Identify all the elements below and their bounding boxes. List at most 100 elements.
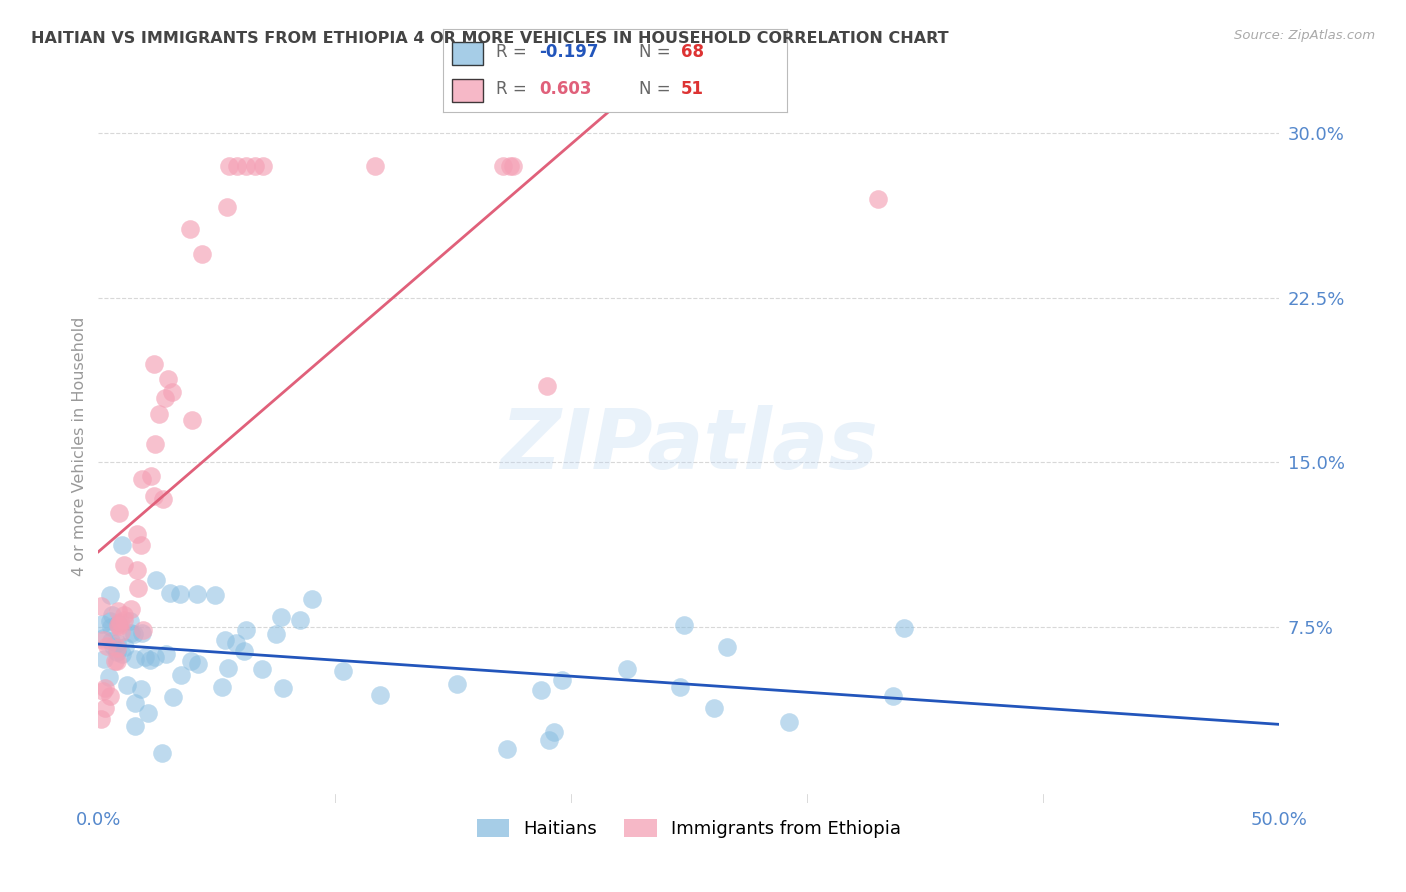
Point bbox=[551, 673, 574, 687]
Point bbox=[778, 715, 800, 730]
Point bbox=[129, 538, 152, 552]
Point bbox=[93, 652, 115, 666]
Point bbox=[716, 640, 738, 655]
Point bbox=[93, 633, 115, 648]
Point bbox=[110, 625, 132, 640]
Point bbox=[124, 627, 146, 641]
Legend: Haitians, Immigrants from Ethiopia: Haitians, Immigrants from Ethiopia bbox=[470, 812, 908, 845]
Point bbox=[543, 725, 565, 739]
Point bbox=[124, 696, 146, 710]
Point bbox=[124, 719, 146, 733]
Point bbox=[152, 492, 174, 507]
Point bbox=[226, 159, 249, 173]
Point bbox=[120, 625, 142, 640]
Point bbox=[91, 683, 114, 698]
Point bbox=[108, 506, 131, 520]
Point bbox=[214, 633, 236, 648]
Point bbox=[98, 614, 121, 628]
Text: R =: R = bbox=[496, 80, 533, 98]
Text: N =: N = bbox=[640, 44, 676, 62]
Point bbox=[145, 573, 167, 587]
Point bbox=[90, 599, 112, 613]
Point bbox=[142, 489, 165, 503]
Point bbox=[118, 614, 141, 628]
Point bbox=[496, 742, 519, 756]
Point bbox=[108, 615, 131, 629]
Text: Source: ZipAtlas.com: Source: ZipAtlas.com bbox=[1234, 29, 1375, 42]
Point bbox=[218, 159, 240, 173]
Point bbox=[104, 654, 127, 668]
FancyBboxPatch shape bbox=[451, 78, 482, 102]
Point bbox=[252, 662, 274, 676]
Point bbox=[368, 688, 391, 702]
Point bbox=[252, 159, 274, 173]
Point bbox=[127, 527, 149, 541]
Point bbox=[235, 159, 257, 173]
Point bbox=[112, 608, 135, 623]
Point bbox=[882, 689, 904, 703]
Point bbox=[186, 587, 208, 601]
Point bbox=[301, 592, 323, 607]
Text: -0.197: -0.197 bbox=[540, 44, 599, 62]
Point bbox=[107, 617, 129, 632]
Text: ZIPatlas: ZIPatlas bbox=[501, 406, 877, 486]
Point bbox=[105, 641, 128, 656]
Point bbox=[110, 538, 132, 552]
Text: R =: R = bbox=[496, 44, 533, 62]
Point bbox=[668, 681, 690, 695]
Point bbox=[120, 602, 142, 616]
Point bbox=[105, 645, 128, 659]
Point bbox=[114, 640, 136, 654]
Point bbox=[98, 690, 121, 704]
Point bbox=[187, 657, 209, 671]
Point bbox=[97, 670, 120, 684]
Point bbox=[537, 733, 560, 747]
Point bbox=[107, 655, 129, 669]
Point bbox=[232, 644, 254, 658]
Point bbox=[150, 746, 173, 760]
Point bbox=[101, 607, 124, 622]
Point bbox=[893, 621, 915, 635]
Point bbox=[191, 247, 214, 261]
FancyBboxPatch shape bbox=[451, 42, 482, 65]
Point bbox=[91, 617, 114, 632]
Point bbox=[235, 624, 257, 638]
Point bbox=[243, 159, 266, 173]
Point bbox=[162, 690, 184, 704]
Point bbox=[169, 587, 191, 601]
Point bbox=[157, 372, 180, 386]
Text: 68: 68 bbox=[681, 44, 703, 62]
Text: HAITIAN VS IMMIGRANTS FROM ETHIOPIA 4 OR MORE VEHICLES IN HOUSEHOLD CORRELATION : HAITIAN VS IMMIGRANTS FROM ETHIOPIA 4 OR… bbox=[31, 31, 949, 46]
Point bbox=[148, 407, 170, 421]
Point bbox=[112, 613, 135, 627]
Point bbox=[364, 159, 387, 173]
Point bbox=[107, 619, 129, 633]
Point bbox=[498, 159, 520, 173]
Point bbox=[218, 661, 240, 675]
Point bbox=[134, 650, 156, 665]
Point bbox=[90, 712, 112, 726]
Point bbox=[131, 626, 153, 640]
Point bbox=[100, 634, 122, 648]
Point bbox=[136, 706, 159, 721]
Point bbox=[96, 640, 118, 654]
Point bbox=[131, 471, 153, 485]
Point bbox=[143, 357, 166, 371]
Point bbox=[143, 650, 166, 665]
Point bbox=[502, 159, 524, 173]
Point bbox=[332, 665, 354, 679]
Point bbox=[139, 468, 162, 483]
Point bbox=[94, 681, 117, 695]
Point bbox=[155, 647, 177, 661]
Point bbox=[180, 654, 202, 668]
Point bbox=[446, 677, 468, 691]
Point bbox=[866, 192, 889, 206]
Point bbox=[211, 680, 233, 694]
Point bbox=[111, 647, 134, 661]
Point bbox=[107, 616, 129, 631]
Point bbox=[271, 681, 294, 696]
Point bbox=[112, 558, 135, 572]
Text: N =: N = bbox=[640, 80, 676, 98]
Point bbox=[225, 635, 247, 649]
Point bbox=[100, 620, 122, 634]
